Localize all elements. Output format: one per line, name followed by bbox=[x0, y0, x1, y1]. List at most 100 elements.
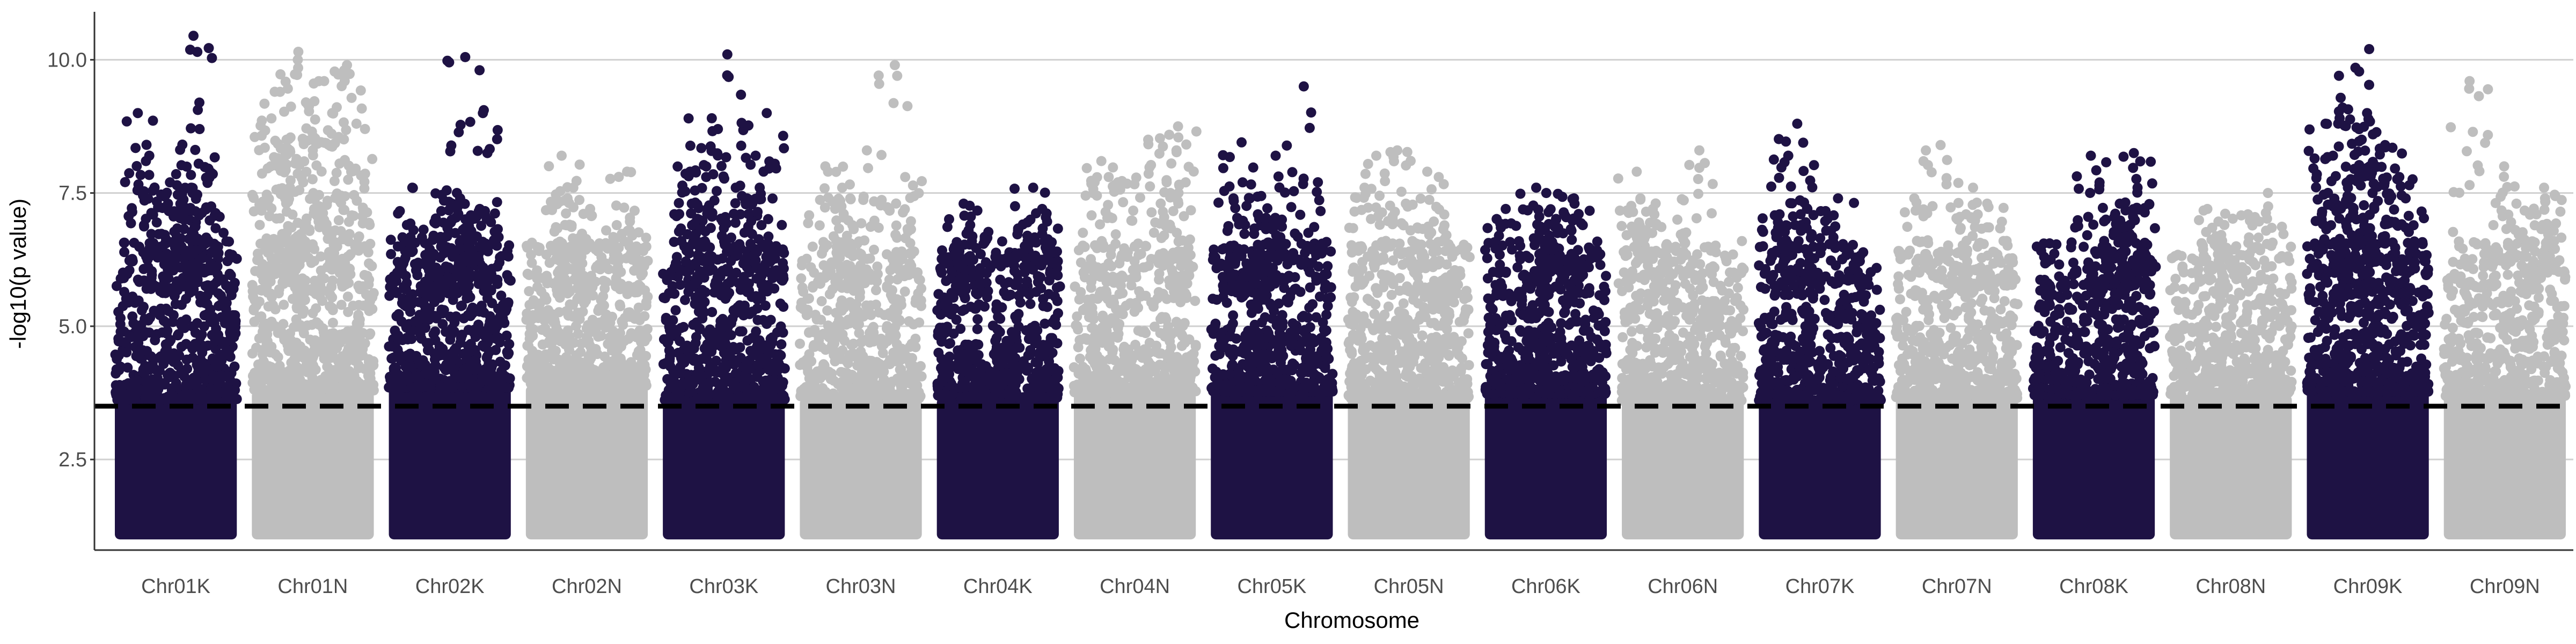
snp-point bbox=[859, 235, 870, 246]
snp-point bbox=[190, 327, 201, 338]
chromosome-Chr04N bbox=[1069, 121, 1202, 540]
snp-point bbox=[683, 171, 694, 181]
snp-point bbox=[333, 215, 344, 225]
point-cloud-Chr03N bbox=[800, 398, 922, 540]
snp-point bbox=[669, 393, 679, 404]
snp-point bbox=[441, 261, 451, 272]
snp-point bbox=[119, 287, 129, 297]
snp-point bbox=[139, 221, 149, 232]
snp-point bbox=[960, 377, 970, 387]
snp-point bbox=[461, 226, 471, 237]
snp-point bbox=[114, 365, 125, 376]
snp-point bbox=[273, 235, 283, 245]
snp-point bbox=[340, 377, 350, 387]
point-cloud-Chr02K bbox=[389, 387, 511, 540]
top-hit-point bbox=[281, 134, 292, 145]
snp-point bbox=[420, 323, 431, 333]
snp-point bbox=[301, 123, 312, 134]
snp-point bbox=[548, 380, 559, 391]
snp-point bbox=[795, 339, 805, 349]
snp-point bbox=[948, 389, 958, 399]
snp-point bbox=[190, 144, 201, 155]
snp-point bbox=[367, 153, 378, 164]
snp-point bbox=[162, 318, 172, 328]
snp-point bbox=[355, 85, 366, 96]
snp-point bbox=[836, 367, 846, 377]
snp-point bbox=[1043, 234, 1053, 245]
snp-point bbox=[277, 277, 288, 288]
snp-point bbox=[322, 361, 333, 372]
snp-point bbox=[727, 358, 738, 369]
snp-point bbox=[870, 285, 881, 296]
snp-point bbox=[697, 284, 708, 295]
snp-point bbox=[637, 328, 648, 339]
point-cloud-Chr02N bbox=[525, 385, 648, 540]
snp-point bbox=[996, 254, 1007, 265]
snp-point bbox=[916, 301, 926, 311]
snp-point bbox=[992, 356, 1002, 367]
snp-point bbox=[314, 222, 325, 232]
snp-point bbox=[1052, 223, 1063, 234]
snp-point bbox=[1012, 361, 1022, 372]
snp-point bbox=[344, 229, 355, 239]
snp-point bbox=[743, 120, 754, 131]
snp-point bbox=[693, 362, 704, 373]
snp-point bbox=[292, 362, 302, 372]
snp-point bbox=[997, 236, 1007, 247]
snp-point bbox=[146, 208, 157, 218]
snp-point bbox=[879, 367, 889, 377]
snp-point bbox=[259, 142, 270, 153]
top-hit-point bbox=[327, 108, 338, 119]
snp-point bbox=[430, 326, 441, 337]
snp-point bbox=[807, 241, 818, 252]
snp-point bbox=[811, 314, 822, 325]
snp-point bbox=[147, 361, 158, 372]
snp-point bbox=[594, 303, 604, 314]
snp-point bbox=[1039, 392, 1050, 403]
snp-point bbox=[683, 287, 694, 297]
snp-point bbox=[309, 275, 320, 286]
snp-point bbox=[132, 375, 143, 386]
snp-point bbox=[1005, 335, 1015, 346]
top-hit-point bbox=[133, 108, 143, 119]
snp-point bbox=[687, 220, 698, 231]
snp-point bbox=[185, 272, 196, 282]
snp-point bbox=[551, 222, 561, 232]
snp-point bbox=[583, 335, 594, 346]
top-hit-point bbox=[346, 166, 356, 177]
snp-point bbox=[913, 274, 924, 284]
snp-point bbox=[365, 373, 376, 384]
snp-point bbox=[746, 216, 757, 226]
snp-point bbox=[905, 216, 916, 226]
snp-point bbox=[769, 283, 780, 294]
snp-point bbox=[492, 197, 502, 208]
snp-point bbox=[882, 321, 892, 332]
snp-point bbox=[127, 311, 138, 322]
snp-point bbox=[169, 356, 179, 367]
snp-point bbox=[579, 298, 590, 309]
snp-point bbox=[205, 304, 216, 315]
snp-point bbox=[528, 366, 538, 377]
snp-point bbox=[890, 229, 901, 240]
snp-point bbox=[367, 304, 378, 314]
snp-point bbox=[403, 299, 414, 310]
snp-point bbox=[541, 250, 552, 260]
snp-point bbox=[327, 318, 338, 328]
snp-point bbox=[861, 385, 872, 396]
snp-point bbox=[385, 235, 396, 245]
snp-point bbox=[905, 247, 916, 258]
snp-point bbox=[942, 222, 953, 232]
snp-point bbox=[847, 348, 858, 358]
snp-point bbox=[336, 299, 347, 310]
snp-point bbox=[192, 394, 202, 405]
snp-point bbox=[735, 353, 746, 363]
top-hit-point bbox=[298, 177, 309, 188]
snp-point bbox=[342, 291, 353, 302]
snp-point bbox=[1013, 225, 1023, 236]
snp-point bbox=[341, 125, 352, 135]
top-hit-point bbox=[701, 172, 712, 182]
snp-point bbox=[617, 229, 627, 239]
snp-point bbox=[630, 282, 641, 292]
snp-point bbox=[723, 71, 734, 82]
snp-point bbox=[583, 320, 594, 331]
